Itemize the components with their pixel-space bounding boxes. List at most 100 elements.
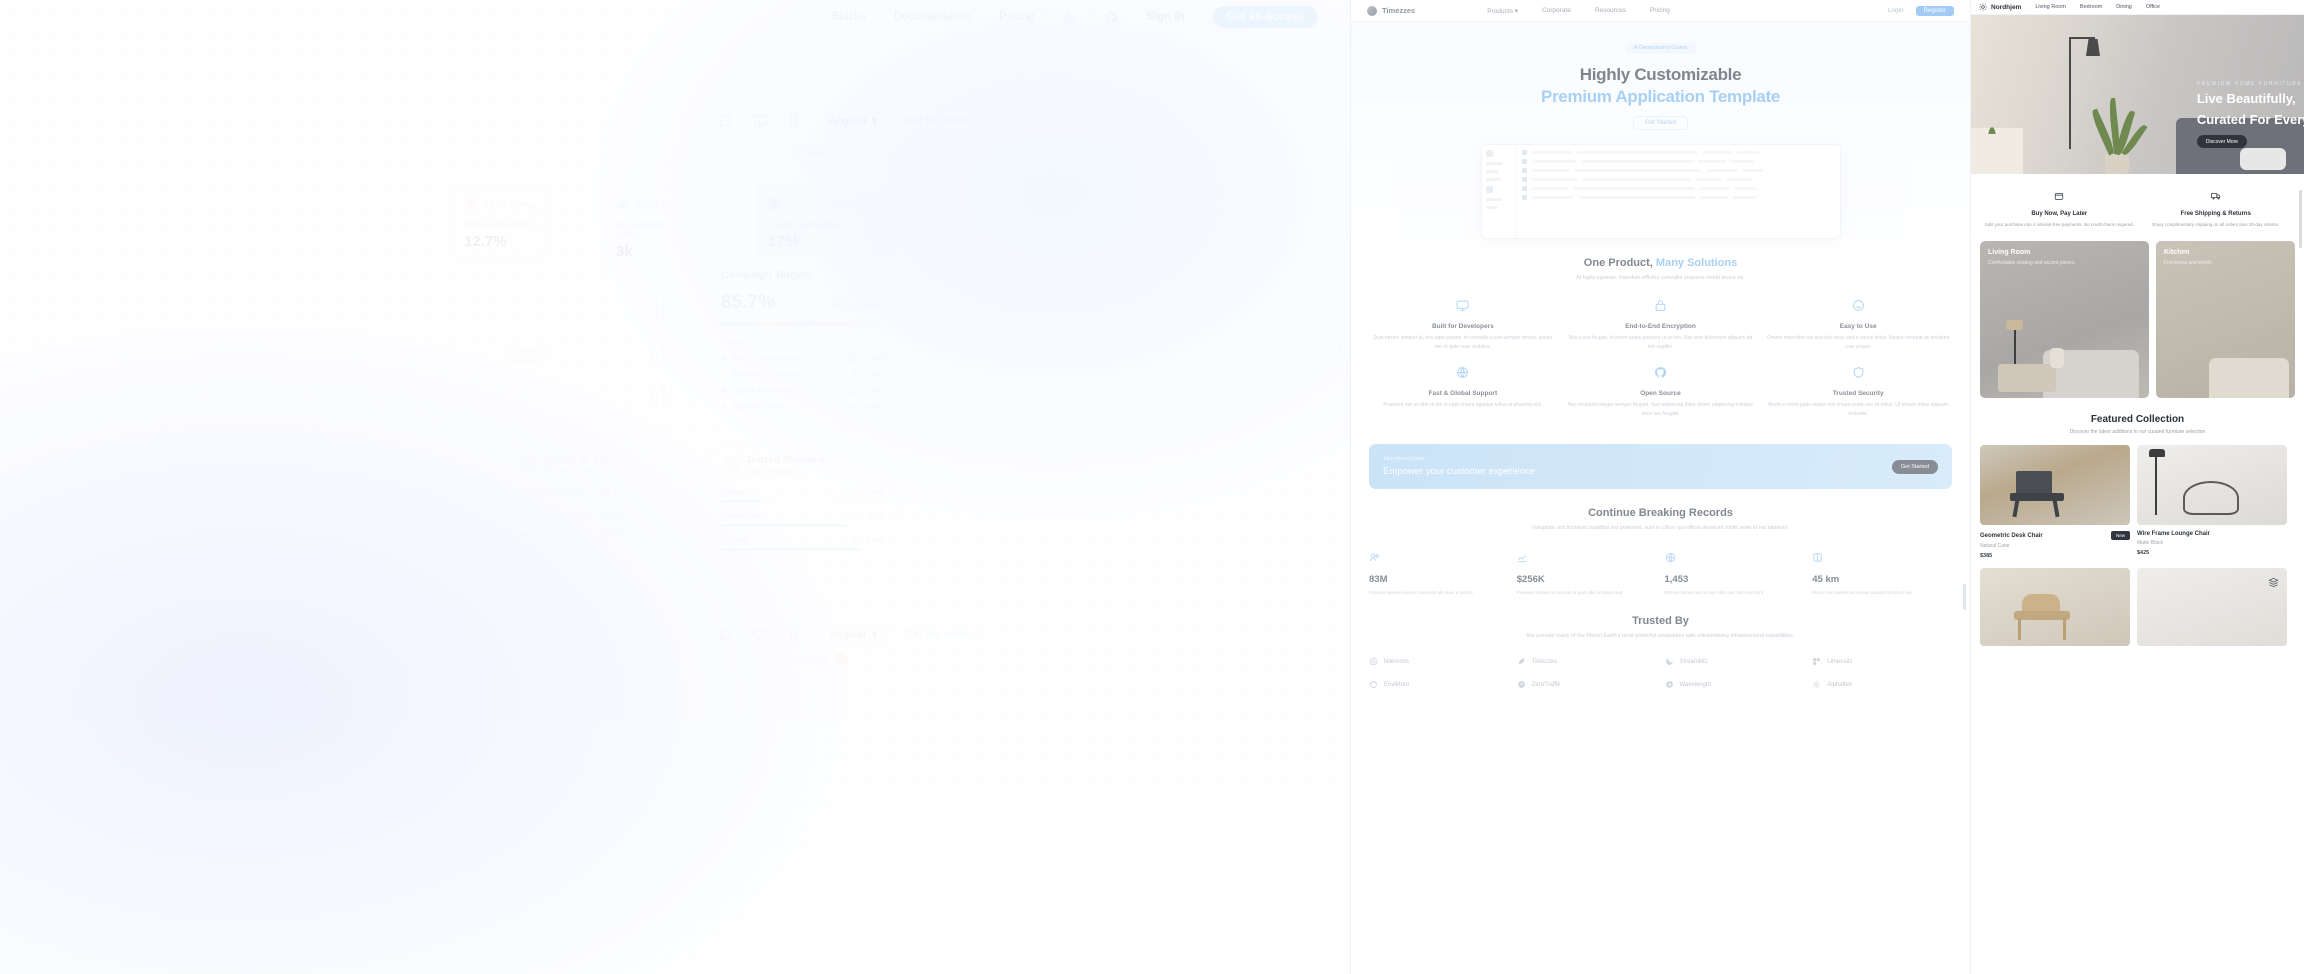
- monitor-icon: [1456, 299, 1469, 316]
- login-link[interactable]: Login: [1887, 7, 1904, 14]
- discover-more-button[interactable]: Discover More: [2196, 135, 2248, 148]
- account-chip[interactable]: Account: [795, 652, 848, 665]
- book-icon: [1812, 550, 1823, 567]
- comment-icon[interactable]: [718, 113, 734, 129]
- preview-toolbar-bottom: Angular ▾ Get the code →: [718, 624, 983, 645]
- benefit-item: Free Shipping & Returns Enjoy compliment…: [2138, 188, 2295, 229]
- mobile-icon[interactable]: [786, 113, 802, 129]
- product-card[interactable]: Wire Frame Lounge Chair Matte Black $425: [2137, 445, 2287, 559]
- dashboard-search-input[interactable]: Search: [786, 144, 878, 161]
- store-nav-dining[interactable]: Dining: [2116, 4, 2132, 10]
- detail-value: 63 / 500: [852, 369, 883, 379]
- ghost-list-row: 64.47%: [518, 488, 628, 497]
- client-name: Timezzes: [1531, 658, 1558, 665]
- store-nav-living-room[interactable]: Living Room: [2035, 4, 2066, 10]
- records-title: Continue Breaking Records: [1588, 507, 1733, 520]
- mobile-icon[interactable]: [786, 627, 802, 643]
- furniture-store-panel: Nordhjem Living Room Bedroom Dining Offi…: [1970, 0, 2304, 974]
- nav-link-pricing[interactable]: Pricing: [999, 11, 1035, 23]
- stat-value: $256K: [1516, 573, 1545, 585]
- social-name: Twitter: [721, 487, 747, 497]
- register-button[interactable]: Register: [1915, 5, 1954, 16]
- brand-logo[interactable]: Timezzes: [1367, 5, 1415, 16]
- nav-item-pricing[interactable]: Pricing: [1649, 6, 1670, 14]
- stat-card[interactable]: ◆ 14:15, 16 Aug Conversion Rate 12.7%: [452, 186, 548, 261]
- notification-bell-icon[interactable]: [880, 146, 893, 159]
- client-logo: Timezzes: [1517, 657, 1657, 666]
- client-logo: Alphaflex: [1812, 680, 1952, 689]
- campaign-title: Campaign Targets: [721, 269, 812, 281]
- scrollbar-thumb[interactable]: [2299, 190, 2302, 248]
- product-photo[interactable]: [2137, 568, 2287, 647]
- github-icon[interactable]: [1104, 10, 1118, 24]
- hero-section: A Generation's Codes Highly Customizable…: [1351, 22, 1970, 239]
- stat-desc: Rutrum laoreet accumsan nibh quis odio t…: [1664, 589, 1765, 595]
- framework-select[interactable]: Angular ▾: [820, 110, 887, 131]
- feature-desc: Duis rutrum semper id, orci eget potenti…: [1373, 335, 1553, 351]
- feature-item: Fast & Global Support Praesent nisi ut n…: [1369, 366, 1557, 419]
- scrollbar-thumb[interactable]: [1339, 340, 1342, 376]
- nav-link-blocks[interactable]: Blocks: [831, 11, 866, 23]
- campaign-detail-row: Add-On Sales 42 / 2000: [721, 401, 883, 411]
- product-name: Geometric Desk Chair: [1980, 532, 2043, 539]
- moon-icon[interactable]: [1062, 10, 1076, 24]
- stat-card-label: Traffic Distribution: [768, 220, 841, 230]
- comment-icon[interactable]: [718, 627, 734, 643]
- banner-cta-button[interactable]: Get Started: [1891, 459, 1938, 474]
- collection-card-living-room[interactable]: Living Room Comfortable seating and acce…: [1980, 241, 2149, 399]
- scrollbar-thumb[interactable]: [1963, 584, 1966, 610]
- collection-desc: Functional and stylish: [2163, 260, 2212, 267]
- campaign-detail-row: New Subscriptions 152 / 300: [721, 353, 883, 363]
- stat-card-highlight[interactable]: ▲ 16:45, 17 Aug Traffic Distribution 175…: [756, 186, 898, 261]
- wallet-icon: [2054, 188, 2064, 205]
- get-all-access-button[interactable]: Get all-access: [1212, 6, 1318, 28]
- collections-row: Living Room Comfortable seating and acce…: [1971, 241, 2304, 399]
- product-material: Matte Black: [2137, 540, 2164, 547]
- nav-item-corporate[interactable]: Corporate: [1541, 6, 1571, 14]
- hero-plant-pot: [2105, 154, 2129, 174]
- screenshot-table: [1516, 145, 1840, 238]
- campaign-detail-row: Upsell Revenue 23 / 1000: [721, 385, 883, 395]
- store-nav-bedroom[interactable]: Bedroom: [2079, 4, 2103, 10]
- desktop-icon[interactable]: [752, 113, 768, 129]
- product-photo[interactable]: [1980, 568, 2130, 647]
- hero-copy: PREMIUM HOME FURNITURE Live Beautifully,…: [2196, 81, 2304, 148]
- sign-in-link[interactable]: Sign In: [1146, 11, 1185, 23]
- framework-select[interactable]: Angular ▾: [820, 624, 887, 645]
- store-brand[interactable]: Nordhjem: [1979, 3, 2021, 11]
- nav-item-resources[interactable]: Resources: [1594, 6, 1626, 14]
- shield-icon: [1852, 366, 1865, 383]
- stat-value: 83M: [1369, 573, 1388, 585]
- client-logo: Wavelength: [1665, 680, 1805, 689]
- hero-cta-button[interactable]: Get Started: [1633, 116, 1688, 130]
- desktop-icon[interactable]: [752, 627, 768, 643]
- detail-value: 23 / 1000: [847, 385, 883, 395]
- fabric-swatch-icon[interactable]: [2268, 575, 2280, 588]
- get-the-code-link-top[interactable]: Get the code →: [904, 115, 983, 127]
- stool-graphic: [2014, 594, 2070, 641]
- hero-pillow: [2240, 148, 2286, 170]
- product-card[interactable]: Geometric Desk Chair New Natural Cane $3…: [1980, 445, 2130, 559]
- stat-desc: Rutrum ac laoreet accumsan gravida tinci…: [1812, 589, 1914, 595]
- collection-lamp: [2014, 326, 2016, 389]
- benefit-title: Buy Now, Pay Later: [2031, 211, 2088, 217]
- legend-dot: [721, 404, 726, 409]
- plus-circle-icon: [1665, 680, 1674, 689]
- trusted-title: Trusted By: [1632, 614, 1689, 627]
- product-photo: [2137, 445, 2287, 526]
- get-the-code-link-bottom[interactable]: Get the code →: [904, 629, 983, 641]
- nav-item-products[interactable]: Products ▾: [1487, 7, 1518, 15]
- nav-link-documentation[interactable]: Documentation: [893, 11, 972, 23]
- store-nav-office[interactable]: Office: [2145, 4, 2161, 10]
- collection-card-kitchen[interactable]: Kitchen Functional and stylish: [2155, 241, 2295, 399]
- ghost-title: Linkedin: [508, 345, 550, 356]
- hero-lamp-arm: [2069, 37, 2095, 39]
- campaign-percent: 85.7%: [721, 292, 775, 313]
- stat-card[interactable]: ▦ 09:30, 16 Aug Promotional Offers 3k: [604, 186, 700, 271]
- legend-dot: [721, 388, 726, 393]
- nav-links: Products ▾ Corporate Resources Pricing: [1487, 7, 1670, 15]
- hero-title-line1: Live Beautifully,: [2196, 91, 2296, 107]
- featured-title: Featured Collection: [2090, 414, 2185, 426]
- stat-item: 45 km Rutrum ac laoreet accumsan gravida…: [1812, 550, 1952, 597]
